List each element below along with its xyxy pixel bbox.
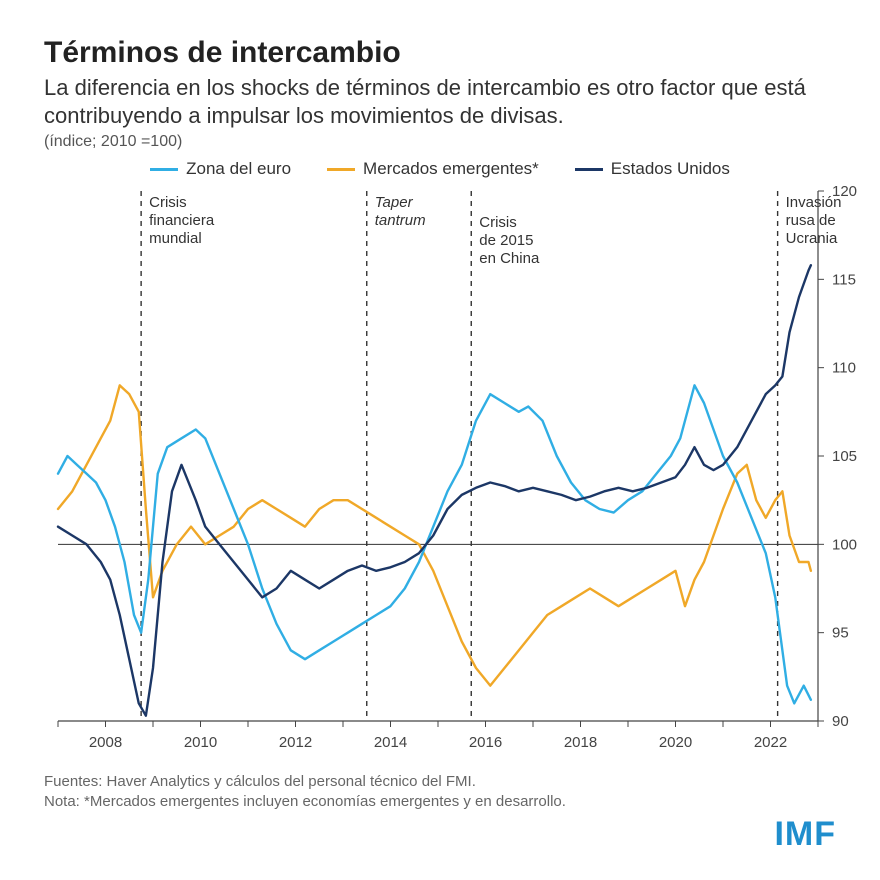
svg-text:90: 90: [832, 713, 849, 730]
imf-logo: IMF: [774, 815, 836, 854]
legend: Zona del euro Mercados emergentes* Estad…: [44, 159, 836, 179]
footnote-note: Nota: *Mercados emergentes incluyen econ…: [44, 792, 836, 812]
legend-item-euro: Zona del euro: [150, 159, 291, 179]
legend-swatch-em: [327, 168, 355, 171]
unit-label: (índice; 2010 =100): [44, 133, 836, 151]
legend-item-us: Estados Unidos: [575, 159, 730, 179]
svg-text:95: 95: [832, 625, 849, 642]
svg-text:Crisisde 2015en China: Crisisde 2015en China: [479, 214, 540, 267]
series-us: [58, 265, 811, 716]
svg-text:2008: 2008: [89, 734, 122, 751]
legend-label-us: Estados Unidos: [611, 159, 730, 179]
svg-text:2020: 2020: [659, 734, 692, 751]
footnote-sources: Fuentes: Haver Analytics y cálculos del …: [44, 772, 836, 792]
svg-text:100: 100: [832, 536, 857, 553]
svg-text:105: 105: [832, 448, 857, 465]
svg-text:2016: 2016: [469, 734, 502, 751]
svg-text:2010: 2010: [184, 734, 217, 751]
legend-swatch-euro: [150, 168, 178, 171]
legend-label-euro: Zona del euro: [186, 159, 291, 179]
legend-swatch-us: [575, 168, 603, 171]
chart-subtitle: La diferencia en los shocks de términos …: [44, 74, 836, 129]
svg-text:Tapertantrum: Tapertantrum: [375, 194, 426, 229]
svg-text:110: 110: [832, 360, 856, 377]
svg-text:Crisisfinancieramundial: Crisisfinancieramundial: [149, 194, 215, 247]
chart-title: Términos de intercambio: [44, 36, 836, 70]
svg-text:Invasiónrusa deUcrania: Invasiónrusa deUcrania: [786, 194, 842, 247]
svg-text:2014: 2014: [374, 734, 407, 751]
footnotes: Fuentes: Haver Analytics y cálculos del …: [44, 772, 836, 813]
svg-text:2022: 2022: [754, 734, 787, 751]
line-chart: 9095100105110115120Crisisfinancieramundi…: [44, 185, 858, 755]
legend-label-em: Mercados emergentes*: [363, 159, 539, 179]
chart-area: 9095100105110115120Crisisfinancieramundi…: [44, 185, 836, 760]
svg-text:2018: 2018: [564, 734, 597, 751]
svg-text:2012: 2012: [279, 734, 312, 751]
legend-item-em: Mercados emergentes*: [327, 159, 539, 179]
svg-text:115: 115: [832, 271, 856, 288]
chart-page: Términos de intercambio La diferencia en…: [0, 0, 880, 880]
